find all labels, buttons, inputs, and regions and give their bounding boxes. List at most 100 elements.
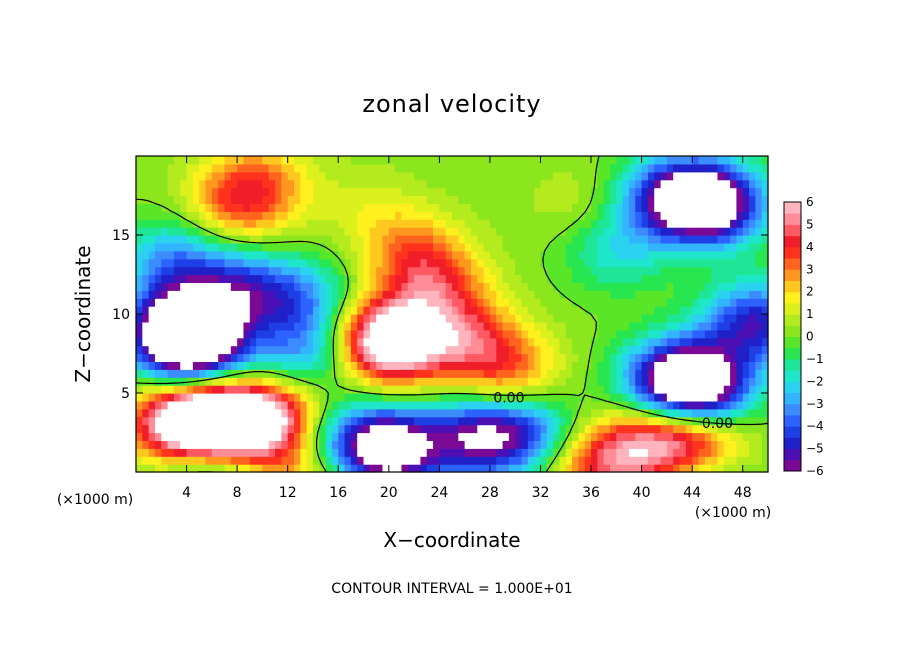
heatmap-cell <box>458 321 466 331</box>
heatmap-cell <box>199 163 207 173</box>
heatmap-cell <box>186 448 194 457</box>
heatmap-cell <box>546 464 554 473</box>
heatmap-cell <box>502 235 510 244</box>
heatmap-cell <box>294 298 301 307</box>
heatmap-cell <box>711 329 719 339</box>
heatmap-cell <box>704 290 712 299</box>
heatmap-cell <box>572 361 579 370</box>
heatmap-cell <box>654 345 662 355</box>
heatmap-cell <box>420 242 428 252</box>
heatmap-cell <box>508 156 516 165</box>
heatmap-cell <box>477 377 485 386</box>
heatmap-cell <box>363 464 371 473</box>
heatmap-cell <box>616 456 624 465</box>
heatmap-cell <box>464 235 472 244</box>
heatmap-cell <box>173 242 181 252</box>
heatmap-cell <box>742 227 750 236</box>
heatmap-cell <box>660 290 668 299</box>
heatmap-cell <box>755 448 763 457</box>
heatmap-cell <box>641 211 649 220</box>
heatmap-cell <box>186 156 194 165</box>
heatmap-cell <box>199 219 207 228</box>
heatmap-cell <box>331 171 339 181</box>
heatmap-cell <box>224 393 232 402</box>
heatmap-cell <box>376 219 384 228</box>
heatmap-cell <box>262 424 270 434</box>
heatmap-cell <box>603 321 611 331</box>
heatmap-cell <box>357 314 365 323</box>
heatmap-cell <box>294 424 301 434</box>
heatmap-cell <box>173 282 181 291</box>
heatmap-cell <box>477 250 485 260</box>
heatmap-cell <box>496 282 504 291</box>
heatmap-cell <box>647 179 655 189</box>
heatmap-cell <box>312 448 320 457</box>
heatmap-cell <box>243 298 251 307</box>
heatmap-cell <box>628 298 636 307</box>
heatmap-cell <box>610 432 617 441</box>
heatmap-cell <box>527 242 535 252</box>
heatmap-cell <box>477 179 485 189</box>
heatmap-cell <box>357 400 365 410</box>
heatmap-cell <box>546 377 554 386</box>
heatmap-cell <box>761 298 769 307</box>
heatmap-cell <box>192 432 200 441</box>
heatmap-cell <box>426 235 434 244</box>
heatmap-cell <box>647 377 655 386</box>
heatmap-cell <box>534 329 542 339</box>
heatmap-cell <box>319 424 327 434</box>
heatmap-cell <box>679 203 687 212</box>
heatmap-cell <box>477 274 485 283</box>
heatmap-cell <box>426 377 434 386</box>
heatmap-cell <box>584 385 592 394</box>
heatmap-cell <box>414 250 421 260</box>
heatmap-cell <box>698 235 706 244</box>
heatmap-cell <box>534 408 542 418</box>
heatmap-cell <box>698 219 706 228</box>
heatmap-cell <box>704 440 712 449</box>
heatmap-cell <box>186 337 194 347</box>
x-tick-label: 32 <box>532 485 550 501</box>
heatmap-cell <box>294 408 301 418</box>
heatmap-cell <box>553 242 561 252</box>
heatmap-cell <box>142 400 150 410</box>
heatmap-cell <box>433 377 440 386</box>
heatmap-cell <box>401 163 409 173</box>
heatmap-cell <box>704 400 712 410</box>
heatmap-cell <box>603 464 611 473</box>
heatmap-cell <box>692 211 700 220</box>
heatmap-cell <box>717 329 725 339</box>
heatmap-cell <box>154 250 162 260</box>
heatmap-cell <box>319 440 327 449</box>
heatmap-cell <box>673 416 681 426</box>
heatmap-cell <box>717 219 725 228</box>
heatmap-cell <box>572 456 579 465</box>
heatmap-cell <box>610 227 617 236</box>
heatmap-cell <box>647 242 655 252</box>
heatmap-cell <box>420 187 428 197</box>
heatmap-cell <box>401 171 409 181</box>
heatmap-cell <box>136 377 143 386</box>
heatmap-cell <box>679 282 687 291</box>
heatmap-cell <box>502 163 510 173</box>
heatmap-cell <box>496 219 504 228</box>
heatmap-cell <box>287 282 295 291</box>
heatmap-cell <box>319 211 327 220</box>
heatmap-cell <box>654 187 662 197</box>
heatmap-cell <box>287 393 295 402</box>
heatmap-cell <box>610 242 617 252</box>
heatmap-cell <box>325 211 333 220</box>
x-multiplier-right: (×1000 m) <box>695 505 771 521</box>
heatmap-cell <box>369 393 377 402</box>
heatmap-cell <box>508 448 516 457</box>
heatmap-cell <box>224 156 232 165</box>
heatmap-cell <box>306 227 314 236</box>
heatmap-cell <box>654 258 662 268</box>
heatmap-cell <box>237 385 245 394</box>
heatmap-cell <box>578 195 586 204</box>
heatmap-cell <box>205 337 213 347</box>
heatmap-cell <box>477 163 485 173</box>
heatmap-cell <box>420 321 428 331</box>
heatmap-cell <box>502 345 510 355</box>
heatmap-cell <box>230 345 238 355</box>
